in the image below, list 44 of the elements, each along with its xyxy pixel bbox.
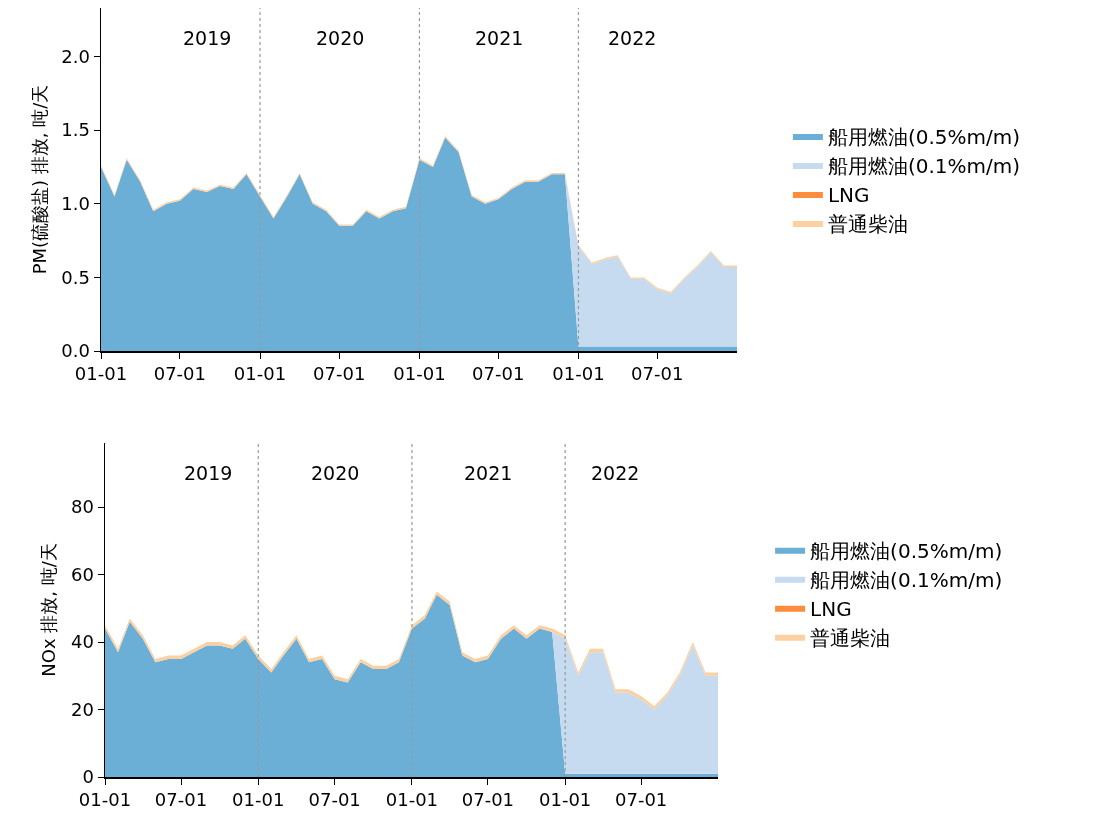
y-tick-label: 1.5 xyxy=(61,119,90,141)
y-axis-title: NOx 排放, 吨/天 xyxy=(38,543,60,677)
x-tick-label: 07-01 xyxy=(308,789,361,811)
legend-label: 船用燃油(0.5%m/m) xyxy=(827,124,1021,149)
x-tick-label: 07-01 xyxy=(154,789,208,811)
annotation: 2020 xyxy=(311,462,360,484)
y-tick-label: 40 xyxy=(70,631,94,653)
legend-label: 船用燃油(0.5%m/m) xyxy=(810,538,1003,563)
annotation: 2020 xyxy=(316,27,365,49)
x-tick-label: 07-01 xyxy=(461,789,515,811)
y-tick-label: 80 xyxy=(70,496,94,518)
y-tick-label: 0.5 xyxy=(61,266,90,288)
x-tick-label: 07-01 xyxy=(615,789,668,811)
y-tick-label: 0.0 xyxy=(61,340,90,362)
x-tick-label: 01-01 xyxy=(393,363,446,385)
x-tick-label: 01-01 xyxy=(78,789,132,811)
legend-label: 船用燃油(0.1%m/m) xyxy=(810,567,1003,592)
y-tick-label: 2.0 xyxy=(61,45,90,67)
legend-label: 普通柴油 xyxy=(810,625,891,650)
y-tick-label: 0 xyxy=(82,766,94,788)
x-tick-label: 01-01 xyxy=(233,363,287,385)
x-tick-label: 07-01 xyxy=(631,363,684,385)
legend-label: 船用燃油(0.1%m/m) xyxy=(827,153,1021,178)
y-tick-label: 20 xyxy=(70,698,94,720)
legend-label: LNG xyxy=(810,596,852,621)
y-axis-title: PM(硫酸盐) 排放, 吨/天 xyxy=(28,84,50,275)
annotation: 2021 xyxy=(475,27,524,49)
y-tick-label: 60 xyxy=(70,563,94,585)
legend-label: LNG xyxy=(827,182,870,207)
x-tick-label: 01-01 xyxy=(539,789,592,811)
x-tick-label: 07-01 xyxy=(472,363,525,385)
x-tick-label: 07-01 xyxy=(153,363,207,385)
x-tick-label: 01-01 xyxy=(552,363,605,385)
annotation: 2021 xyxy=(464,462,513,484)
annotation: 2022 xyxy=(608,27,657,49)
legend-label: 普通柴油 xyxy=(827,211,908,236)
annotation: 2019 xyxy=(184,462,233,484)
x-tick-label: 01-01 xyxy=(232,789,285,811)
x-tick-label: 07-01 xyxy=(313,363,366,385)
x-tick-label: 01-01 xyxy=(385,789,439,811)
y-tick-label: 1.0 xyxy=(61,193,90,215)
annotation: 2022 xyxy=(591,462,640,484)
x-tick-label: 01-01 xyxy=(74,363,128,385)
annotation: 2019 xyxy=(183,27,232,49)
